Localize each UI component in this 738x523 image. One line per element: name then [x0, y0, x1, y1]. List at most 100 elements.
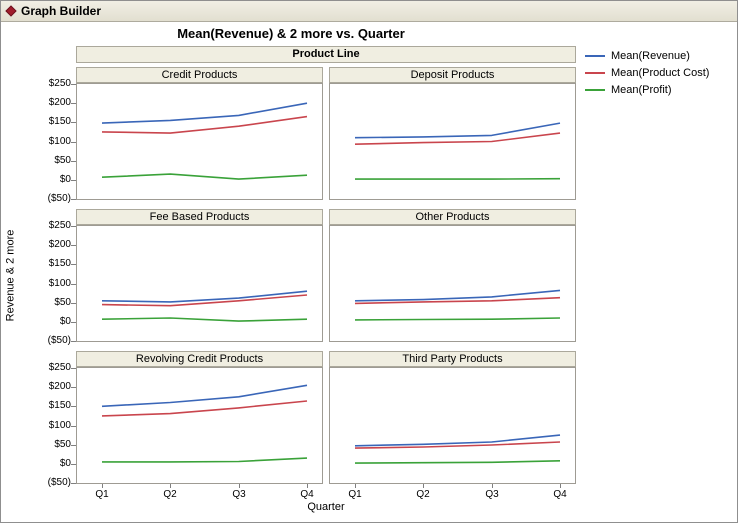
panel-plot-other-products[interactable]	[329, 225, 576, 342]
series-line-mean-profit-	[354, 460, 561, 464]
y-tick-label: ($50)	[47, 477, 71, 488]
y-tick-mark	[71, 103, 76, 104]
report-titlebar[interactable]: Graph Builder	[1, 1, 737, 22]
panel-plot-fee-based-products[interactable]	[76, 225, 323, 342]
panel-header-revolving-credit-products: Revolving Credit Products	[76, 351, 323, 367]
panel-chart-third-party-products	[354, 434, 561, 464]
series-line-mean-profit-	[101, 317, 308, 322]
y-tick-label: $250	[48, 78, 71, 89]
y-tick-mark	[71, 226, 76, 227]
x-tick-mark	[355, 484, 356, 488]
panel-chart-credit-products	[101, 102, 308, 180]
y-tick-mark	[71, 161, 76, 162]
legend-swatch-product-cost	[585, 71, 605, 74]
x-tick-mark	[307, 484, 308, 488]
series-line-mean-revenue-	[354, 122, 561, 139]
y-tick-mark	[71, 264, 76, 265]
y-tick-mark	[71, 368, 76, 369]
y-tick-mark	[71, 284, 76, 285]
x-tick-label: Q3	[232, 489, 246, 500]
series-line-mean-revenue-	[101, 102, 308, 124]
panel-plot-credit-products[interactable]	[76, 83, 323, 200]
y-tick-label: $0	[59, 174, 71, 185]
x-tick-label: Q4	[300, 489, 314, 500]
y-tick-mark	[71, 445, 76, 446]
x-tick-mark	[423, 484, 424, 488]
panel-chart-deposit-products	[354, 122, 561, 180]
report-content: Mean(Revenue) & 2 more vs. Quarter Produ…	[1, 22, 737, 522]
y-tick-label: $150	[48, 400, 71, 411]
series-line-mean-revenue-	[101, 290, 308, 303]
panel-header-fee-based-products: Fee Based Products	[76, 209, 323, 225]
red-triangle-menu-icon[interactable]	[5, 5, 17, 17]
x-tick-mark	[170, 484, 171, 488]
y-tick-label: $100	[48, 278, 71, 289]
x-tick-label: Q4	[553, 489, 567, 500]
y-tick-mark	[71, 322, 76, 323]
y-tick-label: $0	[59, 458, 71, 469]
y-tick-mark	[71, 180, 76, 181]
series-line-mean-product-cost-	[101, 115, 308, 134]
y-tick-label: $150	[48, 116, 71, 127]
panel-plot-revolving-credit-products[interactable]	[76, 367, 323, 484]
legend-label-profit: Mean(Profit)	[611, 83, 672, 96]
series-line-mean-revenue-	[354, 289, 561, 302]
y-tick-mark	[71, 84, 76, 85]
x-tick-mark	[560, 484, 561, 488]
series-line-mean-product-cost-	[354, 441, 561, 449]
panel-plot-deposit-products[interactable]	[329, 83, 576, 200]
y-tick-mark	[71, 483, 76, 484]
series-line-mean-profit-	[354, 317, 561, 321]
y-tick-mark	[71, 199, 76, 200]
y-axis-label[interactable]: Revenue & 2 more	[4, 229, 17, 322]
series-line-mean-product-cost-	[101, 294, 308, 307]
legend-label-revenue: Mean(Revenue)	[611, 49, 690, 62]
y-tick-mark	[71, 303, 76, 304]
x-tick-label: Q1	[95, 489, 109, 500]
legend-item-revenue[interactable]: Mean(Revenue)	[585, 47, 709, 64]
y-tick-label: $100	[48, 136, 71, 147]
y-tick-label: ($50)	[47, 193, 71, 204]
series-line-mean-revenue-	[101, 384, 308, 408]
legend-item-product-cost[interactable]: Mean(Product Cost)	[585, 64, 709, 81]
panel-header-credit-products: Credit Products	[76, 67, 323, 83]
legend-item-profit[interactable]: Mean(Profit)	[585, 81, 709, 98]
y-tick-mark	[71, 122, 76, 123]
series-line-mean-product-cost-	[354, 132, 561, 145]
x-tick-mark	[492, 484, 493, 488]
panel-header-deposit-products: Deposit Products	[329, 67, 576, 83]
x-tick-label: Q1	[348, 489, 362, 500]
panel-chart-revolving-credit-products	[101, 384, 308, 463]
panel-chart-other-products	[354, 289, 561, 321]
window-title: Graph Builder	[21, 4, 102, 18]
x-tick-mark	[239, 484, 240, 488]
panel-plot-third-party-products[interactable]	[329, 367, 576, 484]
y-tick-label: $50	[54, 297, 71, 308]
legend-label-product-cost: Mean(Product Cost)	[611, 66, 710, 79]
legend-swatch-revenue	[585, 54, 605, 57]
group-header: Product Line	[76, 46, 576, 63]
y-tick-label: $200	[48, 239, 71, 250]
series-line-mean-revenue-	[354, 434, 561, 447]
series-line-mean-product-cost-	[101, 400, 308, 417]
chart-title: Mean(Revenue) & 2 more vs. Quarter	[177, 26, 405, 41]
y-tick-label: $50	[54, 439, 71, 450]
y-tick-mark	[71, 426, 76, 427]
legend-swatch-profit	[585, 88, 605, 91]
y-tick-label: $150	[48, 258, 71, 269]
x-tick-mark	[102, 484, 103, 488]
series-line-mean-product-cost-	[354, 296, 561, 305]
y-tick-label: $200	[48, 381, 71, 392]
y-tick-mark	[71, 245, 76, 246]
y-tick-mark	[71, 406, 76, 407]
series-line-mean-profit-	[101, 173, 308, 180]
y-tick-label: $250	[48, 362, 71, 373]
y-tick-label: $250	[48, 220, 71, 231]
panel-header-third-party-products: Third Party Products	[329, 351, 576, 367]
y-tick-label: $50	[54, 155, 71, 166]
y-tick-label: $100	[48, 420, 71, 431]
x-axis-label[interactable]: Quarter	[307, 501, 345, 513]
panel-chart-fee-based-products	[101, 290, 308, 322]
x-tick-label: Q2	[416, 489, 430, 500]
